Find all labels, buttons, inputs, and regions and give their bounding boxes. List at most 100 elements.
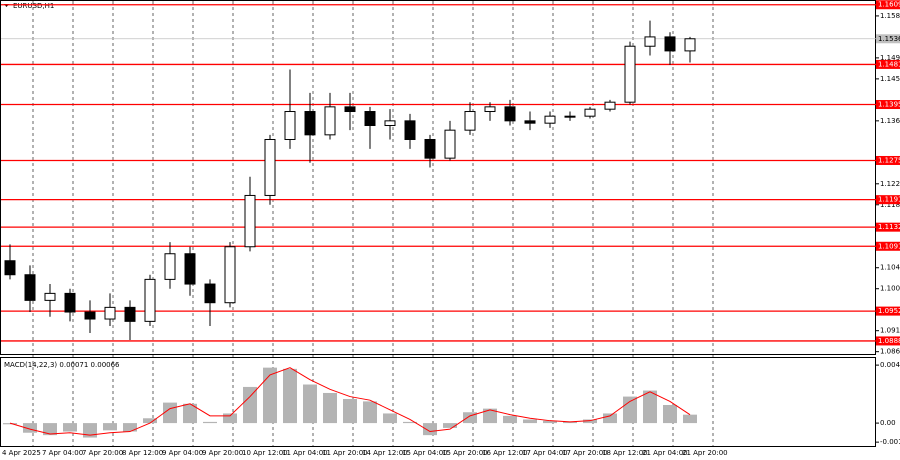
level-label: 1.1132 <box>878 223 900 231</box>
macd-title: MACD(14,22,3) 0.00071 0.00066 <box>4 361 120 369</box>
macd-bar <box>123 423 137 432</box>
x-tick-label: 9 Apr 04:00 <box>162 449 203 457</box>
macd-bar <box>343 398 357 424</box>
candle-body <box>564 115 576 118</box>
x-tick-label: 17 Apr 04:00 <box>522 449 568 457</box>
x-tick-label: 16 Apr 12:00 <box>482 449 528 457</box>
candle-body <box>644 36 656 47</box>
x-tick-label: 11 Apr 20:00 <box>322 449 368 457</box>
macd-bar <box>303 384 317 424</box>
price-pane-frame <box>0 0 876 355</box>
macd-bar <box>483 408 497 424</box>
macd-bar <box>383 413 397 424</box>
x-tick-label: 14 Apr 12:00 <box>362 449 408 457</box>
level-label: 1.1609 <box>878 1 900 9</box>
candle-body <box>64 292 76 313</box>
x-tick-label: 11 Apr 04:00 <box>282 449 328 457</box>
chart-title: EURUSD,H1 <box>13 2 54 10</box>
candle-body <box>164 253 176 280</box>
x-tick-label: 21 Apr 20:00 <box>682 449 728 457</box>
level-label: 1.0952 <box>878 307 900 315</box>
candle-body <box>524 120 536 124</box>
candle-body <box>124 306 136 322</box>
level-box <box>876 59 900 69</box>
level-box <box>876 0 900 10</box>
y-tick-label: 1.1225 <box>880 180 900 188</box>
candle-body <box>324 106 336 136</box>
y-tick-label: 1.1585 <box>880 12 900 20</box>
macd-bar <box>43 423 57 436</box>
macd-bar <box>503 415 517 424</box>
macd-bar <box>63 423 77 432</box>
candle-body <box>344 106 356 113</box>
level-box <box>876 222 900 232</box>
level-box <box>876 241 900 251</box>
level-label: 1.1395 <box>878 101 900 109</box>
candle-body <box>44 292 56 301</box>
x-tick-label: 4 Apr 2025 <box>2 449 41 457</box>
macd-bar <box>543 420 557 424</box>
macd-bar <box>103 423 117 431</box>
candle-body <box>184 253 196 285</box>
candle-body <box>584 108 596 117</box>
candle-body <box>604 101 616 110</box>
macd-bar <box>223 413 237 424</box>
candle-body <box>84 311 96 320</box>
macd-bar <box>663 405 677 424</box>
y-tick-label: 1.0865 <box>880 348 900 356</box>
macd-bar <box>283 368 297 424</box>
x-tick-label: 8 Apr 12:00 <box>122 449 163 457</box>
macd-bar <box>183 403 197 424</box>
level-box <box>876 336 900 346</box>
macd-bar <box>203 421 217 424</box>
candle-body <box>484 106 496 113</box>
y-tick-label: 0.00 <box>880 419 896 427</box>
macd-bar <box>463 412 477 424</box>
y-tick-label: 1.1180 <box>880 201 900 209</box>
x-tick-label: 7 Apr 20:00 <box>82 449 123 457</box>
candle-body <box>444 129 456 159</box>
candle-body <box>544 115 556 124</box>
candle-body <box>224 246 236 304</box>
macd-bar <box>403 421 417 424</box>
macd-bar <box>443 423 457 428</box>
level-label: 1.1275 <box>878 156 900 164</box>
macd-bar <box>423 423 437 436</box>
y-tick-label: 0.00481 <box>880 361 900 369</box>
candle-body <box>684 38 696 52</box>
macd-bar <box>683 414 697 424</box>
candle-body <box>144 278 156 322</box>
last-price-box <box>876 34 900 44</box>
y-tick-label: 1.1495 <box>880 54 900 62</box>
macd-bar <box>23 423 37 433</box>
macd-bar <box>143 418 157 424</box>
y-tick-label: 1.1360 <box>880 117 900 125</box>
level-box <box>876 195 900 205</box>
macd-bar <box>363 401 377 424</box>
macd-bar <box>263 367 277 424</box>
x-tick-label: 21 Apr 04:00 <box>642 449 688 457</box>
candle-body <box>304 111 316 136</box>
x-tick-label: 10 Apr 12:00 <box>242 449 288 457</box>
level-box <box>876 306 900 316</box>
candle-body <box>404 120 416 140</box>
level-box <box>876 155 900 165</box>
signal-line <box>9 367 691 436</box>
y-tick-label: 1.1045 <box>880 264 900 272</box>
candle-body <box>424 138 436 159</box>
candle-body <box>664 36 676 52</box>
macd-bar <box>523 419 537 424</box>
macd-bar <box>583 419 597 424</box>
macd-bar <box>83 423 97 438</box>
macd-bar <box>603 413 617 424</box>
candle-body <box>284 111 296 140</box>
candle-body <box>464 111 476 131</box>
macd-bar <box>323 392 337 424</box>
x-tick-label: 17 Apr 20:00 <box>562 449 608 457</box>
